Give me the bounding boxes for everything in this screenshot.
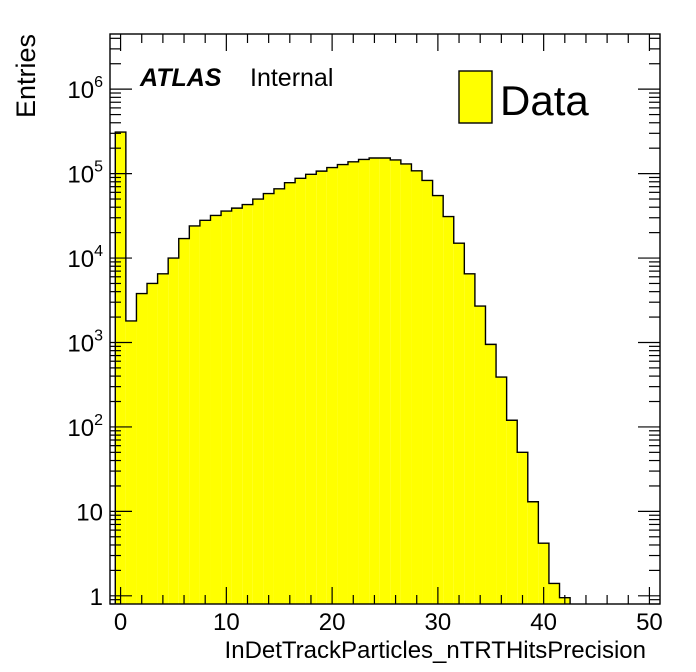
histogram-outline bbox=[114, 131, 571, 604]
histogram-bar bbox=[157, 273, 169, 604]
histogram-bar bbox=[273, 188, 285, 604]
x-tick-label: 50 bbox=[636, 609, 663, 636]
legend-entry-data: Data bbox=[500, 77, 589, 124]
histogram-bar bbox=[263, 193, 274, 604]
legend: Data bbox=[458, 70, 589, 124]
x-tick-label: 0 bbox=[114, 609, 127, 636]
histogram-bar bbox=[422, 180, 433, 604]
y-tick-label: 102 bbox=[67, 412, 103, 442]
internal-label: Internal bbox=[250, 64, 333, 92]
histogram-bar bbox=[284, 182, 296, 604]
histogram-bar bbox=[369, 158, 380, 604]
y-tick-label: 10 bbox=[76, 499, 103, 526]
y-tick-label: 105 bbox=[67, 159, 103, 189]
histogram-bar bbox=[221, 211, 232, 604]
histogram-bars bbox=[115, 132, 571, 605]
x-axis-label: InDetTrackParticles_nTRTHitsPrecision bbox=[225, 637, 646, 664]
histogram-bar bbox=[517, 452, 528, 604]
histogram-bar bbox=[295, 178, 306, 604]
histogram-bar bbox=[400, 163, 412, 604]
x-tick-label: 30 bbox=[425, 609, 452, 636]
legend-swatch bbox=[458, 70, 493, 124]
histogram-bar bbox=[316, 171, 327, 604]
x-tick-label: 40 bbox=[530, 609, 557, 636]
histogram-bar bbox=[432, 195, 444, 604]
histogram-bar bbox=[411, 170, 423, 605]
y-tick-label: 106 bbox=[67, 74, 103, 104]
histogram-bar bbox=[390, 159, 401, 604]
plot-frame bbox=[109, 33, 661, 605]
histogram-bar bbox=[453, 243, 465, 604]
histogram-bar bbox=[347, 161, 359, 604]
histogram-bar bbox=[326, 167, 338, 604]
y-tick-label: 104 bbox=[67, 243, 103, 273]
histogram-bar bbox=[527, 501, 539, 604]
histogram-bar bbox=[496, 377, 507, 604]
histogram-bar bbox=[252, 199, 264, 605]
histogram-bar bbox=[178, 238, 190, 604]
histogram-bar bbox=[548, 583, 560, 604]
histogram-bar bbox=[443, 216, 454, 604]
x-tick-label: 10 bbox=[213, 609, 240, 636]
histogram-bar bbox=[168, 258, 179, 604]
histogram-bar bbox=[189, 225, 200, 604]
histogram-bar bbox=[337, 164, 348, 604]
histogram-bar bbox=[242, 204, 253, 604]
y-tick-label: 103 bbox=[67, 327, 103, 357]
histogram-bar bbox=[538, 543, 549, 604]
histogram-bar bbox=[379, 158, 391, 604]
histogram-bar bbox=[199, 220, 211, 605]
y-tick-label: 1 bbox=[90, 584, 103, 611]
y-axis-ticks: 1 10 102 103 104 105 106 bbox=[67, 37, 660, 611]
histogram-bar bbox=[210, 215, 222, 604]
histogram-bar bbox=[231, 208, 243, 604]
histogram-bar bbox=[464, 273, 475, 604]
histogram-bar bbox=[147, 283, 158, 604]
histogram-bar bbox=[136, 293, 148, 604]
histogram-bar bbox=[474, 306, 486, 604]
histogram-bar bbox=[485, 344, 497, 604]
histogram-bar bbox=[506, 420, 518, 604]
atlas-label: ATLAS bbox=[139, 64, 222, 92]
x-axis-ticks: 0 10 20 30 40 50 bbox=[114, 34, 663, 636]
histogram-bar bbox=[305, 174, 317, 605]
x-tick-label: 20 bbox=[319, 609, 346, 636]
histogram-bar bbox=[125, 320, 137, 604]
y-axis-label: Entries bbox=[11, 34, 41, 118]
histogram-bar bbox=[358, 159, 370, 604]
